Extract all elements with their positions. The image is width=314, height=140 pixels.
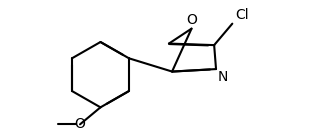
Text: Cl: Cl <box>235 8 248 22</box>
Text: O: O <box>186 13 197 27</box>
Text: O: O <box>75 117 85 131</box>
Text: N: N <box>218 70 228 84</box>
